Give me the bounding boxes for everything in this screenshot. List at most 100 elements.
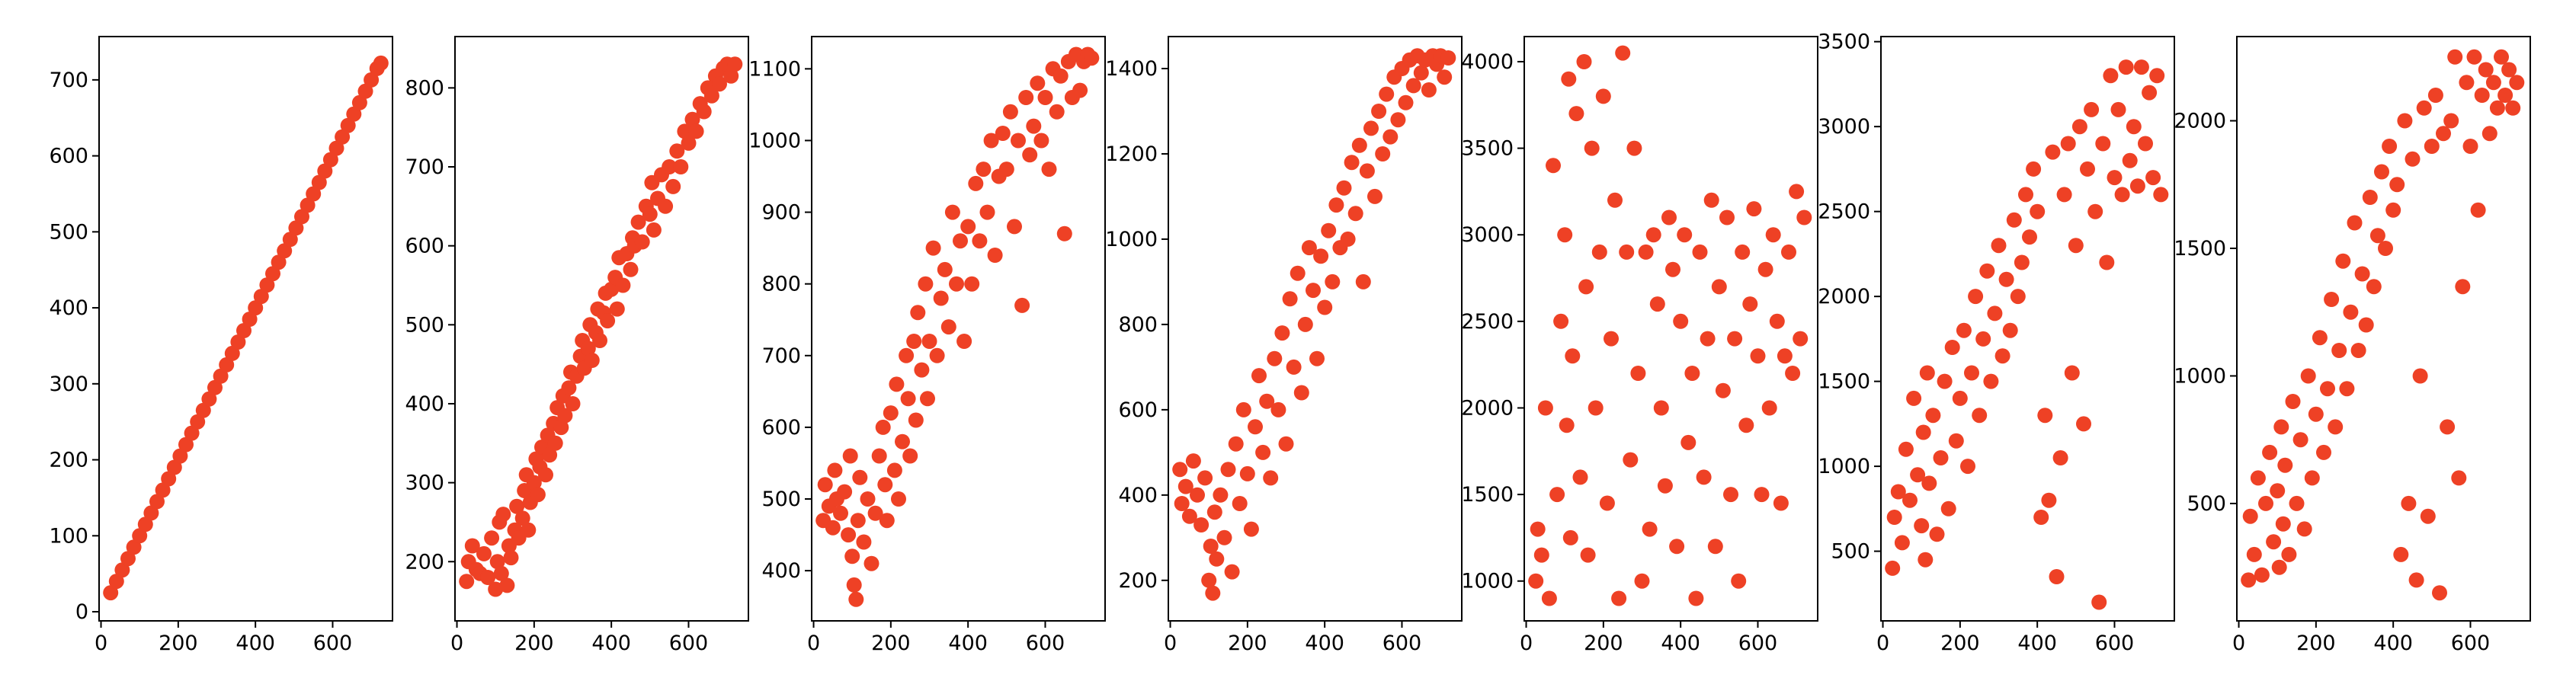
data-point bbox=[944, 204, 960, 220]
data-point bbox=[2312, 330, 2328, 346]
data-point bbox=[1793, 331, 1809, 347]
data-point bbox=[489, 554, 505, 570]
y-tick-label: 1000 bbox=[1818, 455, 1870, 478]
data-point bbox=[2412, 368, 2428, 384]
data-point bbox=[2014, 254, 2030, 270]
data-point bbox=[242, 312, 258, 327]
data-point bbox=[2470, 202, 2486, 218]
y-tick-label: 400 bbox=[405, 392, 444, 416]
data-point bbox=[883, 405, 899, 421]
data-point bbox=[600, 313, 616, 329]
data-point bbox=[120, 551, 136, 567]
data-point bbox=[219, 357, 235, 373]
data-point bbox=[1979, 263, 1995, 279]
x-tick-label: 600 bbox=[669, 632, 709, 655]
data-point bbox=[964, 276, 980, 292]
x-tick-label: 200 bbox=[1228, 632, 1267, 655]
y-tick-label: 300 bbox=[405, 472, 444, 495]
scatter-panel-3: 0 200 400 600 400 500 600 700 800 900 1000 1100 bbox=[748, 36, 1106, 655]
data-point bbox=[1634, 573, 1650, 589]
data-point bbox=[114, 562, 130, 578]
data-point bbox=[1677, 227, 1693, 243]
data-point bbox=[184, 425, 200, 441]
data-point bbox=[1293, 385, 1309, 401]
data-point bbox=[886, 462, 902, 478]
data-point bbox=[1746, 201, 1762, 217]
data-point bbox=[842, 448, 858, 464]
data-point bbox=[2006, 212, 2022, 228]
data-point bbox=[2071, 119, 2087, 135]
data-point bbox=[488, 581, 504, 597]
x-tick-label: 200 bbox=[514, 632, 554, 655]
data-point bbox=[2018, 187, 2033, 203]
data-point bbox=[696, 104, 712, 120]
data-point bbox=[2296, 521, 2312, 537]
data-point bbox=[335, 129, 351, 145]
data-point bbox=[1325, 273, 1341, 289]
data-point bbox=[1206, 504, 1222, 520]
data-point bbox=[1549, 487, 1565, 503]
data-point bbox=[2432, 585, 2447, 601]
data-point bbox=[1910, 467, 1926, 483]
data-point bbox=[1317, 299, 1333, 315]
data-point bbox=[2129, 178, 2145, 194]
x-tick-label: 600 bbox=[1383, 632, 1422, 655]
data-point bbox=[1796, 209, 1812, 225]
data-point bbox=[712, 76, 727, 92]
data-points bbox=[459, 56, 743, 597]
data-point bbox=[1925, 408, 1941, 424]
data-point bbox=[1340, 231, 1356, 247]
data-point bbox=[875, 419, 891, 435]
data-point bbox=[248, 300, 264, 316]
data-point bbox=[929, 347, 945, 363]
data-point bbox=[2447, 49, 2463, 65]
data-point bbox=[895, 433, 910, 449]
y-tick-label: 3500 bbox=[1461, 137, 1514, 161]
data-point bbox=[557, 408, 573, 424]
data-points bbox=[1885, 59, 2169, 610]
data-point bbox=[2037, 408, 2053, 424]
y-tick-label: 2000 bbox=[1461, 396, 1514, 420]
data-point bbox=[1359, 163, 1375, 179]
data-point bbox=[1546, 158, 1561, 174]
data-point bbox=[2242, 508, 2258, 524]
data-point bbox=[277, 243, 293, 259]
data-point bbox=[841, 527, 857, 543]
data-point bbox=[658, 198, 674, 214]
y-tick-label: 300 bbox=[49, 373, 88, 396]
data-point bbox=[464, 538, 480, 554]
data-point bbox=[2374, 164, 2389, 180]
data-point bbox=[623, 261, 639, 277]
data-point bbox=[2316, 444, 2331, 460]
data-point bbox=[1190, 487, 1205, 503]
data-point bbox=[900, 391, 916, 407]
data-point bbox=[1224, 564, 1240, 580]
data-point bbox=[1975, 331, 1991, 347]
data-point bbox=[2091, 594, 2107, 610]
data-point bbox=[1715, 382, 1731, 398]
data-point bbox=[2271, 559, 2287, 575]
data-point bbox=[1002, 104, 1018, 120]
data-point bbox=[902, 448, 918, 464]
data-point bbox=[317, 163, 333, 179]
axes-frame bbox=[98, 36, 393, 622]
data-point bbox=[1537, 400, 1553, 416]
data-point bbox=[1994, 348, 2010, 364]
data-point bbox=[2026, 161, 2042, 177]
data-point bbox=[976, 162, 992, 177]
data-point bbox=[983, 133, 999, 149]
y-tick-label: 1400 bbox=[1105, 57, 1158, 81]
data-point bbox=[1607, 192, 1623, 208]
data-point bbox=[1344, 155, 1360, 171]
data-point bbox=[1757, 261, 1773, 277]
data-point bbox=[1375, 146, 1391, 162]
data-point bbox=[1243, 521, 1259, 537]
data-point bbox=[1041, 162, 1057, 177]
data-point bbox=[1541, 590, 1557, 606]
data-point bbox=[1559, 417, 1575, 433]
data-point bbox=[1205, 585, 1221, 601]
axes-frame bbox=[811, 36, 1106, 622]
data-point bbox=[137, 516, 153, 532]
y-tick-label: 800 bbox=[1118, 313, 1158, 337]
data-point bbox=[2408, 572, 2424, 588]
